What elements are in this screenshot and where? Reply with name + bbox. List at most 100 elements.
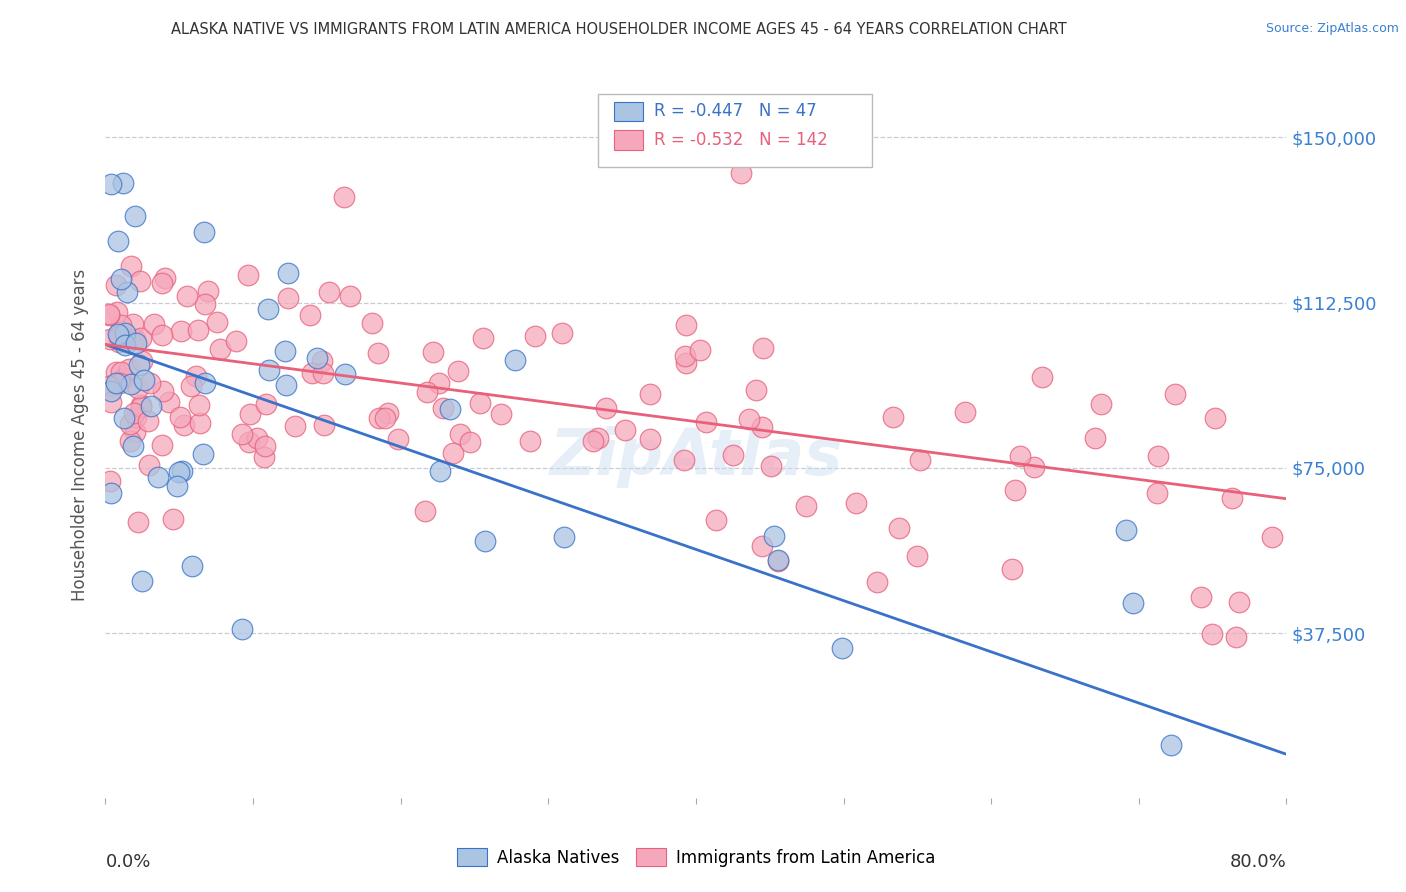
- Point: [523, 328, 546, 343]
- Point: [301, 367, 323, 381]
- Point: [387, 433, 409, 447]
- Point: [138, 458, 160, 473]
- Point: [447, 364, 470, 378]
- Point: [441, 446, 464, 460]
- Point: [1122, 596, 1144, 610]
- Point: [1201, 626, 1223, 640]
- Text: R = -0.532   N = 142: R = -0.532 N = 142: [654, 131, 828, 149]
- Point: [638, 386, 661, 401]
- Point: [377, 406, 399, 420]
- Point: [1001, 561, 1024, 575]
- Point: [132, 374, 155, 388]
- Point: [184, 369, 207, 384]
- Point: [128, 274, 150, 288]
- Point: [136, 414, 159, 428]
- Point: [721, 448, 744, 462]
- Point: [128, 358, 150, 372]
- Point: [110, 272, 132, 286]
- Point: [124, 210, 146, 224]
- Point: [768, 554, 790, 568]
- Point: [673, 349, 696, 363]
- Point: [150, 327, 173, 342]
- Point: [100, 332, 122, 346]
- Point: [730, 166, 752, 180]
- Point: [121, 377, 143, 392]
- Point: [277, 266, 299, 280]
- Point: [166, 479, 188, 493]
- Point: [672, 453, 695, 467]
- Point: [191, 447, 214, 461]
- Point: [153, 271, 176, 285]
- Point: [675, 318, 697, 333]
- Point: [105, 305, 128, 319]
- Point: [173, 417, 195, 432]
- Point: [614, 423, 637, 437]
- Point: [108, 376, 131, 391]
- Point: [314, 417, 336, 432]
- Point: [188, 416, 211, 430]
- Point: [299, 308, 322, 322]
- Point: [1083, 431, 1105, 445]
- Point: [142, 317, 165, 331]
- Point: [97, 379, 120, 393]
- Point: [489, 407, 512, 421]
- Point: [307, 351, 329, 366]
- Point: [254, 396, 277, 410]
- Point: [254, 439, 277, 453]
- Point: [367, 411, 389, 425]
- Point: [751, 341, 773, 355]
- Point: [1164, 387, 1187, 401]
- Point: [169, 410, 191, 425]
- Point: [413, 504, 436, 518]
- Point: [246, 431, 269, 445]
- Point: [277, 291, 299, 305]
- Point: [759, 459, 782, 474]
- Point: [118, 417, 141, 431]
- Point: [129, 398, 152, 412]
- Point: [110, 365, 132, 379]
- Point: [276, 377, 298, 392]
- Point: [150, 276, 173, 290]
- Point: [131, 353, 153, 368]
- Point: [695, 415, 717, 429]
- Point: [139, 376, 162, 391]
- Point: [107, 334, 129, 349]
- Point: [197, 284, 219, 298]
- Point: [131, 574, 153, 589]
- Point: [751, 420, 773, 434]
- Point: [311, 354, 333, 368]
- Point: [422, 344, 444, 359]
- Point: [910, 452, 932, 467]
- Text: 0.0%: 0.0%: [105, 853, 150, 871]
- Point: [449, 427, 471, 442]
- Point: [704, 513, 727, 527]
- Point: [1010, 449, 1032, 463]
- Point: [1146, 486, 1168, 500]
- Point: [172, 464, 194, 478]
- Point: [474, 534, 496, 549]
- Point: [1004, 483, 1026, 498]
- Point: [766, 553, 789, 567]
- Point: [745, 383, 768, 397]
- Point: [553, 530, 575, 544]
- Point: [1204, 411, 1226, 425]
- Point: [595, 401, 617, 416]
- Point: [167, 465, 190, 479]
- Point: [427, 376, 450, 390]
- Point: [208, 343, 231, 357]
- Point: [738, 412, 761, 426]
- Point: [458, 434, 481, 449]
- Point: [107, 234, 129, 248]
- Point: [146, 470, 169, 484]
- Point: [225, 334, 247, 348]
- Legend: Alaska Natives, Immigrants from Latin America: Alaska Natives, Immigrants from Latin Am…: [450, 842, 942, 873]
- Point: [1146, 449, 1168, 463]
- Point: [1225, 630, 1247, 644]
- Point: [312, 366, 335, 380]
- Point: [1160, 739, 1182, 753]
- Point: [274, 344, 297, 359]
- Point: [238, 435, 260, 450]
- Point: [333, 190, 356, 204]
- Point: [104, 376, 127, 390]
- Point: [259, 363, 281, 377]
